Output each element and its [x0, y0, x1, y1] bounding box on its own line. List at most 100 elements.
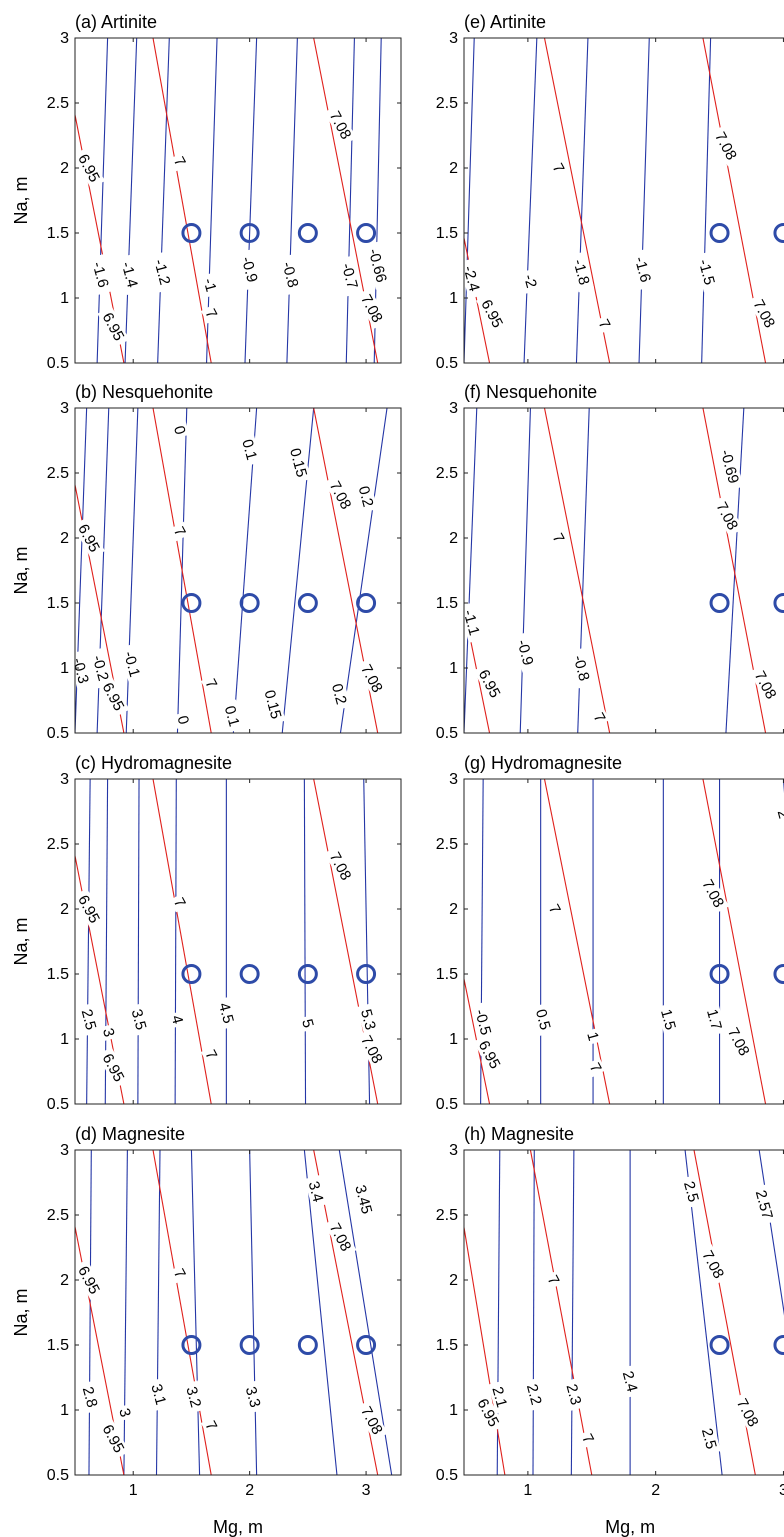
contour-line [338, 1150, 393, 1475]
label-backing [75, 147, 105, 189]
contour-label-text: 0.15 [286, 446, 310, 479]
label-backing [356, 1002, 381, 1037]
y-tick-label: 1 [60, 1402, 69, 1419]
label-backing [200, 303, 222, 324]
contour-label: 1.7 [702, 1002, 727, 1037]
contour-label-text: 3.2 [182, 1385, 204, 1410]
contour-label-text: 1.5 [657, 1007, 679, 1032]
ph-line [152, 779, 212, 1104]
label-backing [473, 1034, 506, 1076]
contour-label: 3 [99, 1023, 119, 1042]
label-backing [173, 711, 193, 729]
contour-line [464, 408, 478, 733]
panel-title: (d) Magnesite [75, 1124, 185, 1144]
ph-label: 7.08 [748, 293, 781, 335]
ph-label: 7 [200, 1044, 222, 1065]
label-backing [75, 888, 105, 930]
y-tick-label: 0.5 [436, 1096, 458, 1113]
y-tick-label: 1.5 [436, 1337, 458, 1354]
contour-line [570, 1150, 575, 1475]
contour-label-text: 2.8 [79, 1385, 101, 1410]
y-tick-label: 3 [60, 400, 69, 417]
ph-label: 7 [548, 528, 569, 548]
contour-line [464, 38, 475, 363]
x-tick-label: 1 [523, 1482, 532, 1499]
y-tick-label: 2 [60, 160, 69, 177]
contour-label-text: 0.15 [260, 688, 284, 721]
contour-line [137, 779, 140, 1104]
ph-label: 7.08 [355, 657, 388, 699]
contour-label: 5.3 [356, 1002, 381, 1037]
label-backing [473, 663, 506, 705]
contour-line [725, 408, 745, 733]
contour-line [86, 779, 91, 1104]
contour-label: 4 [168, 1010, 187, 1029]
contour-label: 2.4 [618, 1364, 642, 1398]
y-axis-label: Na, m [11, 917, 31, 965]
y-tick-label: 3 [60, 771, 69, 788]
contour-label: 0 [173, 711, 193, 729]
contour-label: -0.2 [87, 647, 114, 689]
ph-label: 7 [200, 303, 222, 324]
label-backing [75, 650, 94, 692]
ph-label: 6.95 [97, 306, 130, 348]
label-backing [711, 495, 744, 537]
contour-label-text: 2.5 [78, 1007, 100, 1032]
label-backing [594, 314, 615, 334]
x-axis-label: Mg, m [605, 1517, 655, 1537]
ph-label: 6.95 [97, 1047, 130, 1089]
contour-label-text: -1.6 [631, 255, 654, 284]
y-tick-label: 3 [449, 771, 458, 788]
ph-line [464, 605, 491, 733]
label-backing [364, 241, 392, 290]
y-tick-label: 1.5 [436, 595, 458, 612]
y-tick-label: 1 [449, 660, 458, 677]
contour-label: 3.5 [127, 1002, 151, 1037]
label-backing [548, 158, 569, 178]
data-marker [709, 964, 730, 984]
contour-label-text: 0.2 [355, 484, 377, 509]
ph-label: 6.95 [97, 676, 130, 718]
contour-line [249, 1150, 258, 1475]
y-tick-label: 2 [60, 530, 69, 547]
label-backing [464, 602, 485, 643]
y-tick-label: 0.5 [436, 1467, 458, 1484]
contour-label: -1.8 [568, 251, 595, 293]
data-marker [181, 1335, 202, 1355]
y-tick-label: 1.5 [47, 1337, 69, 1354]
ph-label: 7.08 [731, 1392, 764, 1434]
panel-title: (c) Hydromagnesite [75, 753, 232, 773]
label-backing [119, 643, 145, 685]
label-backing [716, 442, 744, 491]
ph-line [543, 779, 611, 1104]
contour-label: 2.57 [751, 1184, 777, 1226]
label-backing [149, 251, 175, 293]
ph-label: 7 [169, 892, 191, 913]
label-backing [169, 1263, 191, 1284]
y-axis-label: Na, m [11, 176, 31, 224]
contour-label-text: -1.6 [89, 260, 112, 289]
label-backing [87, 647, 114, 689]
y-tick-label: 2 [449, 1272, 458, 1289]
contour-label: 0.15 [260, 683, 286, 725]
y-tick-label: 2.5 [436, 465, 458, 482]
contour-label-text: 0.5 [532, 1007, 554, 1032]
contour-label-text: 2.5 [698, 1426, 720, 1451]
panel-g: (g) Hydromagnesite -0.5 0.5 1 1.5 1.7 2 2 6.95 7 7… [436, 753, 784, 1113]
label-backing [470, 1001, 496, 1043]
panel-b: (b) Nesquehonite -0.3-0.2 -0.1 0 0.1 0.15 0.2 0… [11, 382, 402, 742]
y-tick-label: 2.5 [436, 836, 458, 853]
y-tick-label: 2.5 [47, 836, 69, 853]
data-marker [239, 1335, 260, 1355]
panel-title: (a) Artinite [75, 12, 157, 32]
label-backing [75, 1259, 105, 1301]
contour-line [281, 408, 315, 733]
contour-line [286, 38, 298, 363]
contour-line [303, 1150, 338, 1475]
axes-box [74, 1149, 402, 1476]
ph-label: 7.08 [355, 1028, 388, 1070]
data-marker [773, 593, 784, 613]
contour-label: 3.3 [241, 1380, 265, 1414]
